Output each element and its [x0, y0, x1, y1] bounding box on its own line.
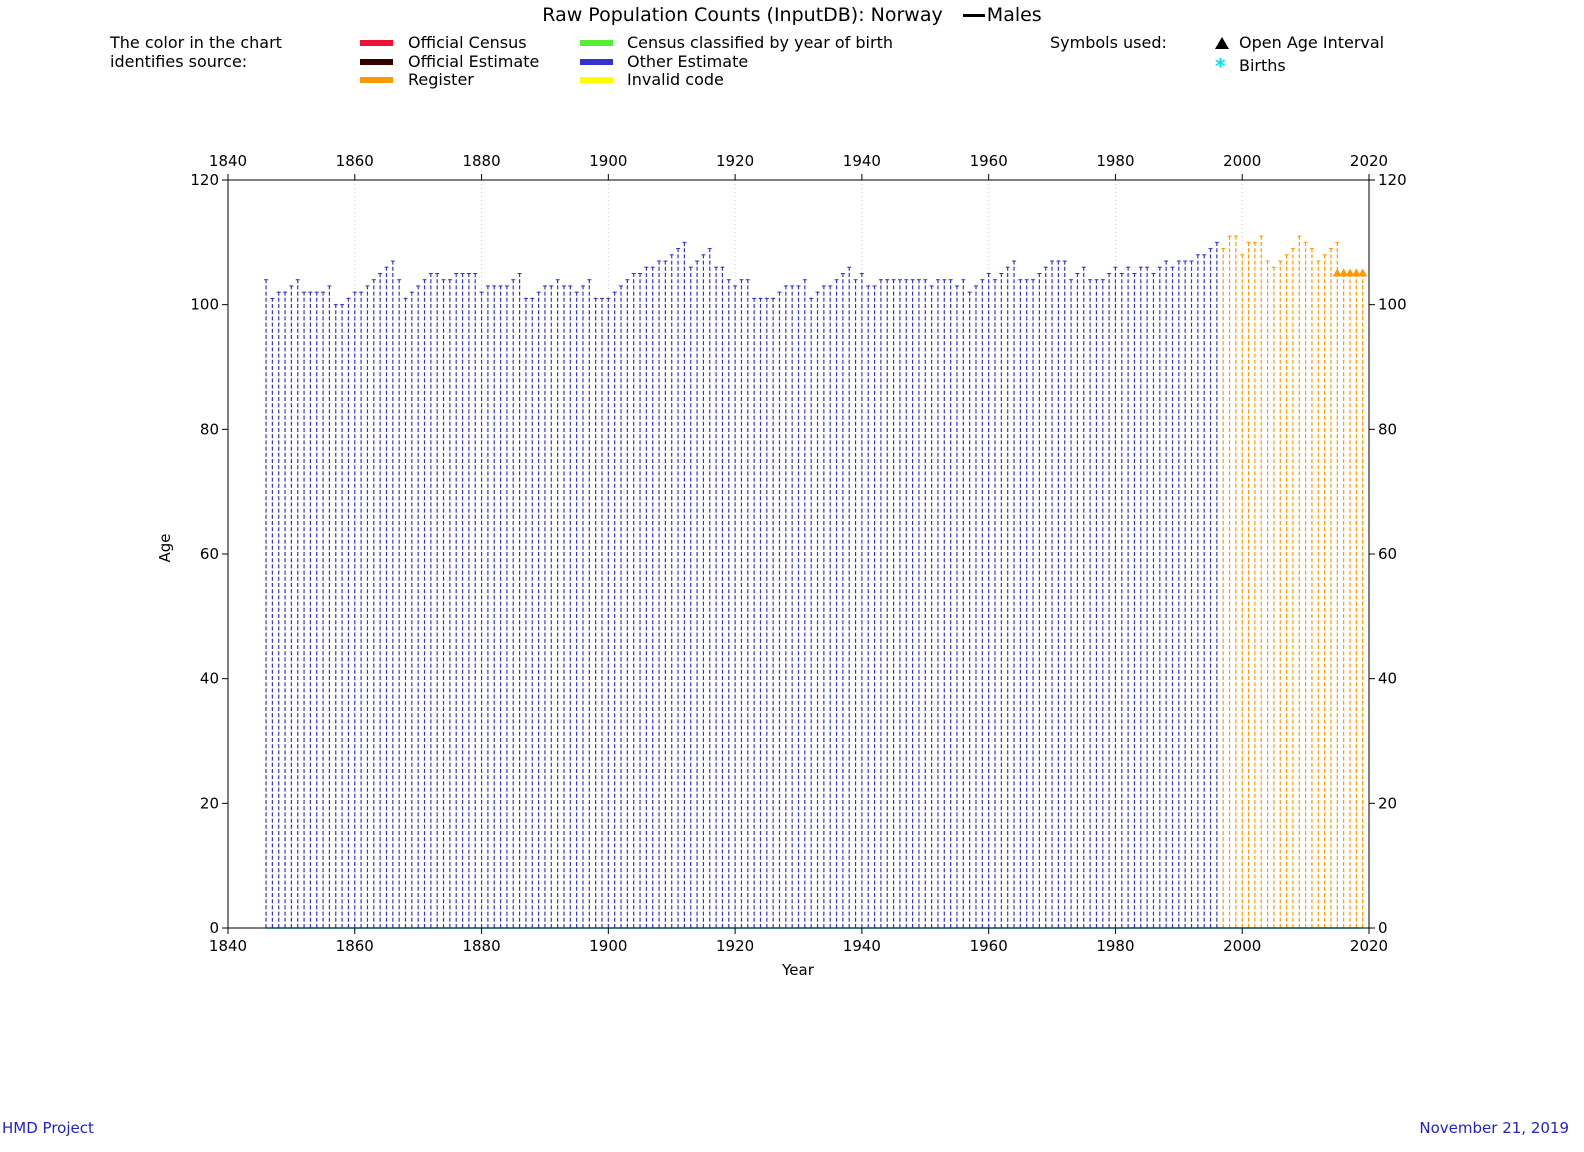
open-age-marker — [1332, 268, 1342, 277]
y-tick-label-right: 100 — [1378, 296, 1407, 314]
y-tick-label-left: 0 — [209, 919, 219, 937]
x-tick-label-top: 1920 — [716, 152, 754, 170]
other-estimate-swatch — [580, 59, 613, 65]
series-register — [1221, 234, 1365, 928]
x-tick-label-top: 1840 — [209, 152, 247, 170]
y-tick-label-left: 20 — [200, 794, 219, 812]
x-tick-label-bottom: 1880 — [462, 937, 500, 955]
x-tick-label-top: 2020 — [1350, 152, 1388, 170]
x-tick-label-bottom: 1860 — [336, 937, 374, 955]
open-age-marker — [1358, 268, 1368, 277]
y-tick-label-right: 120 — [1378, 171, 1407, 189]
legend-label-official-estimate: Official Estimate — [408, 52, 540, 71]
census-by-birth-year-swatch — [580, 40, 613, 46]
x-tick-label-bottom: 1840 — [209, 937, 247, 955]
footer-project: HMD Project — [2, 1119, 94, 1137]
x-tick-label-bottom: 1960 — [970, 937, 1008, 955]
legend-intro-line1: The color in the chart — [110, 33, 282, 52]
x-tick-label-top: 2000 — [1223, 152, 1261, 170]
x-tick-label-bottom: 1900 — [589, 937, 627, 955]
y-tick-label-left: 80 — [200, 420, 219, 438]
series-open-age-interval — [1332, 268, 1368, 277]
x-tick-label-top: 1980 — [1096, 152, 1134, 170]
y-tick-label-right: 0 — [1378, 919, 1388, 937]
open-age-marker — [1351, 268, 1361, 277]
symbol-label-open-age: Open Age Interval — [1239, 33, 1385, 52]
x-axis-label: Year — [781, 961, 815, 979]
y-tick-label-right: 80 — [1378, 420, 1397, 438]
y-tick-label-left: 100 — [190, 296, 219, 314]
symbols-title: Symbols used: — [1050, 33, 1167, 52]
y-tick-label-right: 60 — [1378, 545, 1397, 563]
x-tick-label-bottom: 2000 — [1223, 937, 1261, 955]
open-age-marker — [1345, 268, 1355, 277]
legend-label-register: Register — [408, 70, 474, 89]
footer-date: November 21, 2019 — [1419, 1119, 1569, 1137]
series-other-estimate — [264, 240, 1219, 928]
asterisk-icon: * — [1215, 54, 1226, 78]
y-tick-label-right: 20 — [1378, 794, 1397, 812]
filled-triangle-icon — [1215, 37, 1229, 49]
open-age-marker — [1339, 268, 1349, 277]
symbol-label-births: Births — [1239, 56, 1286, 75]
points-layer — [264, 234, 1368, 929]
x-tick-label-top: 1960 — [970, 152, 1008, 170]
x-tick-label-bottom: 2020 — [1350, 937, 1388, 955]
chart-title-text: Raw Population Counts (InputDB): Norway — [542, 4, 943, 26]
x-tick-label-top: 1940 — [843, 152, 881, 170]
legend-intro-line2: identifies source: — [110, 52, 248, 71]
series-line-icon — [962, 14, 985, 17]
y-axis-label: Age — [156, 533, 174, 562]
y-tick-label-left: 60 — [200, 545, 219, 563]
x-tick-label-top: 1880 — [462, 152, 500, 170]
legend-label-other-estimate: Other Estimate — [627, 52, 749, 71]
x-tick-label-top: 1860 — [336, 152, 374, 170]
y-tick-label-left: 40 — [200, 670, 219, 688]
legend-label-official-census: Official Census — [408, 33, 527, 52]
y-tick-label-right: 40 — [1378, 670, 1397, 688]
legend-label-census-by-birth-year: Census classified by year of birth — [627, 33, 893, 52]
invalid-code-swatch — [580, 77, 613, 83]
x-tick-label-bottom: 1940 — [843, 937, 881, 955]
official-estimate-swatch — [360, 59, 393, 65]
x-tick-label-top: 1900 — [589, 152, 627, 170]
tick-layer: 1840 1840 1860 1860 1880 1880 1900 1900 1920 1920… — [190, 152, 1406, 955]
y-tick-label-left: 120 — [190, 171, 219, 189]
x-tick-label-bottom: 1920 — [716, 937, 754, 955]
legend-label-invalid-code: Invalid code — [627, 70, 724, 89]
x-tick-label-bottom: 1980 — [1096, 937, 1134, 955]
chart-title-series: Males — [986, 4, 1042, 26]
official-census-swatch — [360, 40, 393, 46]
register-swatch — [360, 77, 393, 83]
chart-title: Raw Population Counts (InputDB): Norway … — [0, 4, 1584, 26]
